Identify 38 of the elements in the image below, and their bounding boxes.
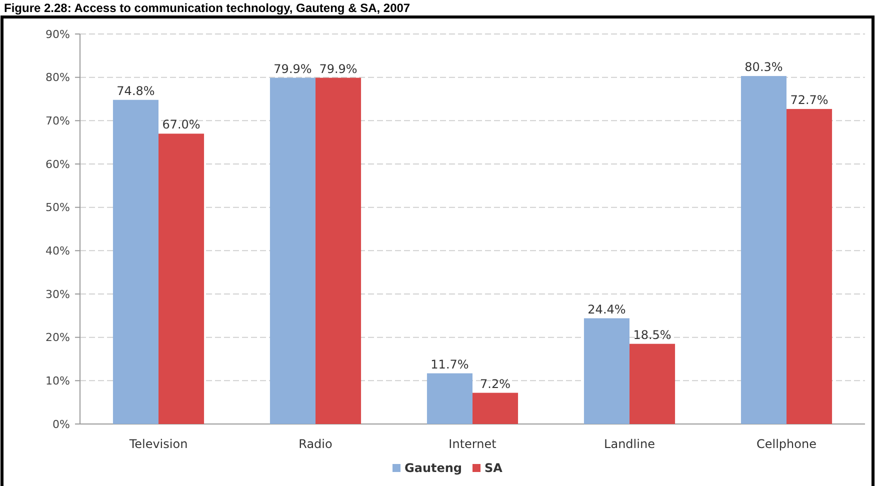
y-tick-label: 10%: [46, 374, 70, 388]
text: 24.4%: [588, 302, 626, 316]
text: 11.7%: [430, 357, 469, 372]
y-tick-label: 90%: [46, 28, 70, 41]
x-tick-label: Internet: [448, 437, 497, 451]
bar: [630, 344, 676, 424]
legend-label: SA: [484, 461, 504, 475]
y-tick-label: 60%: [46, 158, 70, 171]
y-tick-label: 50%: [46, 201, 70, 214]
bar: [316, 78, 362, 424]
x-tick-label: Television: [128, 437, 188, 451]
bar: [112, 100, 158, 424]
x-tick-label: Cellphone: [756, 437, 816, 451]
legend-label: Gauteng: [404, 461, 462, 475]
text: 79.9%: [274, 62, 312, 76]
text: 80.3%: [744, 60, 783, 74]
text: 74.8%: [116, 84, 155, 98]
y-tick-label: 0%: [52, 418, 70, 431]
text: 72.7%: [790, 92, 828, 107]
y-tick-label: 70%: [46, 114, 70, 128]
bar: [584, 318, 630, 424]
bar: [472, 392, 518, 424]
text: 18.5%: [633, 328, 672, 342]
text: 67.0%: [162, 118, 200, 132]
y-tick-label: 80%: [46, 71, 70, 84]
bar: [426, 373, 472, 424]
chart-title: Figure 2.28: Access to communication technology, Gauteng & SA, 2007: [4, 1, 410, 15]
text: 79.9%: [319, 62, 358, 76]
x-tick-label: Radio: [298, 437, 332, 451]
bar: [786, 108, 832, 424]
bar: [270, 78, 316, 424]
x-tick-label: Landline: [604, 437, 655, 451]
y-tick-label: 20%: [46, 331, 70, 344]
bar: [740, 76, 786, 424]
y-tick-label: 30%: [46, 288, 70, 301]
y-tick-label: 40%: [46, 244, 70, 258]
bar: [158, 134, 204, 424]
text: 7.2%: [480, 376, 511, 391]
